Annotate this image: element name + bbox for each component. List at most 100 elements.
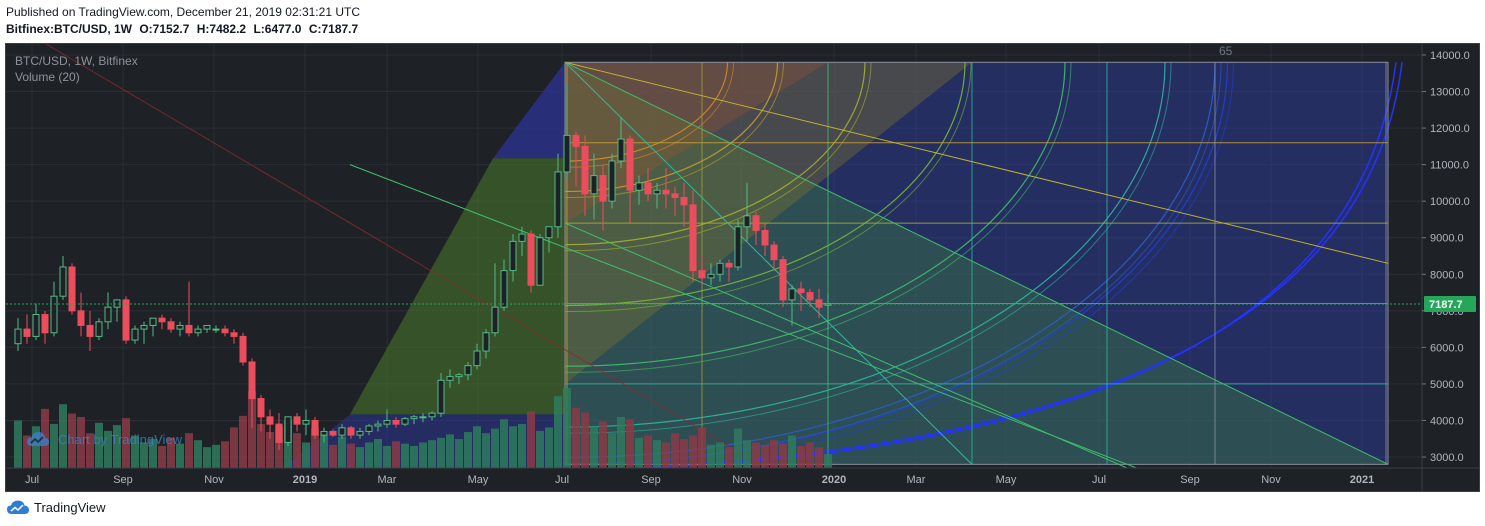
x-tick-label: Mar <box>378 474 397 486</box>
x-tick-label: Nov <box>204 474 224 486</box>
volume-bar <box>320 435 328 468</box>
y-tick-label: 12000.0 <box>1430 123 1470 135</box>
candle-body <box>644 182 652 195</box>
volume-bar <box>302 442 310 468</box>
x-tick-label: May <box>468 474 489 486</box>
volume-bar <box>365 442 373 468</box>
candle-body <box>77 310 85 326</box>
candle-body <box>41 313 49 334</box>
volume-bar <box>779 443 787 468</box>
candle-body <box>635 182 643 191</box>
candle-body <box>14 328 22 345</box>
gann-arc <box>564 62 734 168</box>
y-tick-label: 5000.0 <box>1430 379 1464 391</box>
price-chart[interactable]: 3000.04000.05000.06000.07000.08000.09000… <box>6 44 1479 491</box>
chart-legend-title: BTC/USD, 1W, Bitfinex <box>15 54 138 68</box>
candle-body <box>149 317 157 326</box>
volume-bar <box>716 442 724 468</box>
volume-bar <box>203 447 211 468</box>
candle-body <box>482 332 490 352</box>
low-value: L:6477.0 <box>253 22 302 36</box>
candle-body <box>95 321 103 337</box>
x-tick-label: Sep <box>113 474 133 486</box>
candle-body <box>572 134 580 147</box>
volume-bar <box>86 433 94 468</box>
volume-bar <box>698 427 706 468</box>
candle-body <box>311 419 319 436</box>
volume-bar <box>329 444 337 468</box>
gann-arc <box>564 62 1172 434</box>
volume-bar <box>653 440 661 468</box>
volume-bar <box>626 419 634 468</box>
volume-bar <box>374 439 382 468</box>
volume-bar <box>338 436 346 468</box>
candle-body <box>707 273 715 279</box>
volume-bar <box>113 425 121 468</box>
gann-arc <box>564 62 1072 373</box>
candle-body <box>293 416 301 425</box>
candle-body <box>428 412 436 418</box>
volume-bar <box>464 432 472 468</box>
x-tick-label: Jul <box>1092 474 1106 486</box>
candle-body <box>608 160 616 202</box>
gann-arc <box>564 62 966 307</box>
candle-body <box>275 423 283 443</box>
candle-body <box>788 288 796 301</box>
y-tick-label: 8000.0 <box>1430 269 1464 281</box>
candle-body <box>59 266 67 297</box>
candle-body <box>536 237 544 286</box>
candle-body <box>284 416 292 443</box>
volume-bar <box>311 428 319 468</box>
tradingview-watermark[interactable]: Chart by TradingView <box>26 430 182 448</box>
tradingview-footer[interactable]: TradingView <box>6 499 106 515</box>
volume-bar <box>50 423 58 468</box>
trend-line <box>45 44 767 468</box>
volume-bar <box>194 440 202 468</box>
candle-body <box>32 313 40 337</box>
volume-bar <box>14 420 22 468</box>
volume-bar <box>743 440 751 468</box>
candle-body <box>86 324 94 337</box>
volume-bar <box>617 416 625 468</box>
gann-fan-line <box>564 61 1389 264</box>
y-tick-label: 6000.0 <box>1430 342 1464 354</box>
volume-bar <box>770 440 778 468</box>
chart-panel[interactable]: 3000.04000.05000.06000.07000.08000.09000… <box>5 43 1480 492</box>
x-tick-label: Sep <box>641 474 661 486</box>
volume-bar <box>95 422 103 468</box>
x-tick-label: Mar <box>907 474 926 486</box>
last-price-badge <box>1424 295 1476 312</box>
gann-fan-line <box>564 61 973 465</box>
volume-bar <box>815 447 823 468</box>
y-tick-label: 9000.0 <box>1430 233 1464 245</box>
volume-bar <box>158 445 166 468</box>
volume-bar <box>437 437 445 468</box>
volume-bar <box>248 391 256 468</box>
x-tick-label: Jul <box>555 474 569 486</box>
candle-body <box>590 175 598 195</box>
candle-body <box>581 145 589 195</box>
y-tick-label: 4000.0 <box>1430 415 1464 427</box>
volume-bar <box>266 432 274 468</box>
candle-body <box>797 288 805 294</box>
volume-bar <box>824 454 832 468</box>
candle-body <box>383 419 391 425</box>
volume-bar <box>680 439 688 468</box>
volume-bar <box>221 441 229 468</box>
volume-bar <box>347 443 355 468</box>
candle-body <box>194 328 202 334</box>
candle-body <box>779 259 787 301</box>
y-tick-label: 3000.0 <box>1430 452 1464 464</box>
volume-bar <box>212 444 220 468</box>
candle-body <box>653 189 661 195</box>
volume-bar <box>608 433 616 468</box>
gann-fan-zone <box>493 62 565 159</box>
volume-bar <box>230 427 238 468</box>
volume-bar <box>293 433 301 468</box>
volume-bar <box>761 444 769 468</box>
candle-body <box>464 365 472 376</box>
candle-body <box>239 335 247 363</box>
volume-bar <box>104 430 112 468</box>
candle-body <box>617 138 625 162</box>
gann-arc <box>564 62 872 252</box>
